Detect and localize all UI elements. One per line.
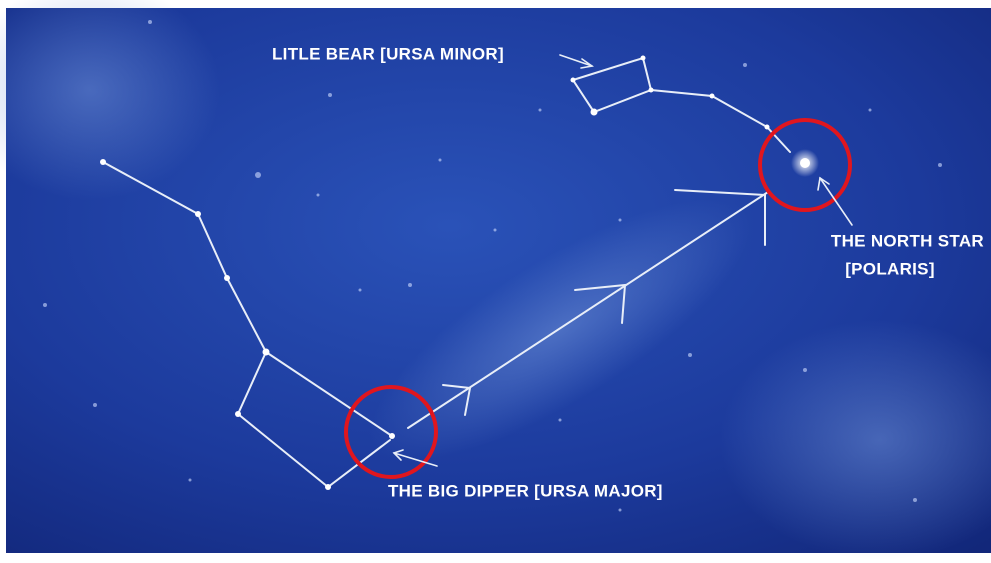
star-map: LITLE BEAR [URSA MINOR] THE NORTH STAR [… — [0, 0, 991, 563]
north-star-label: THE NORTH STAR — [831, 231, 984, 250]
little-bear-label: LITLE BEAR [URSA MINOR] — [272, 44, 504, 63]
big-dipper-label: THE BIG DIPPER [URSA MAJOR] — [388, 481, 663, 500]
polaris-label: [POLARIS] — [845, 259, 935, 278]
